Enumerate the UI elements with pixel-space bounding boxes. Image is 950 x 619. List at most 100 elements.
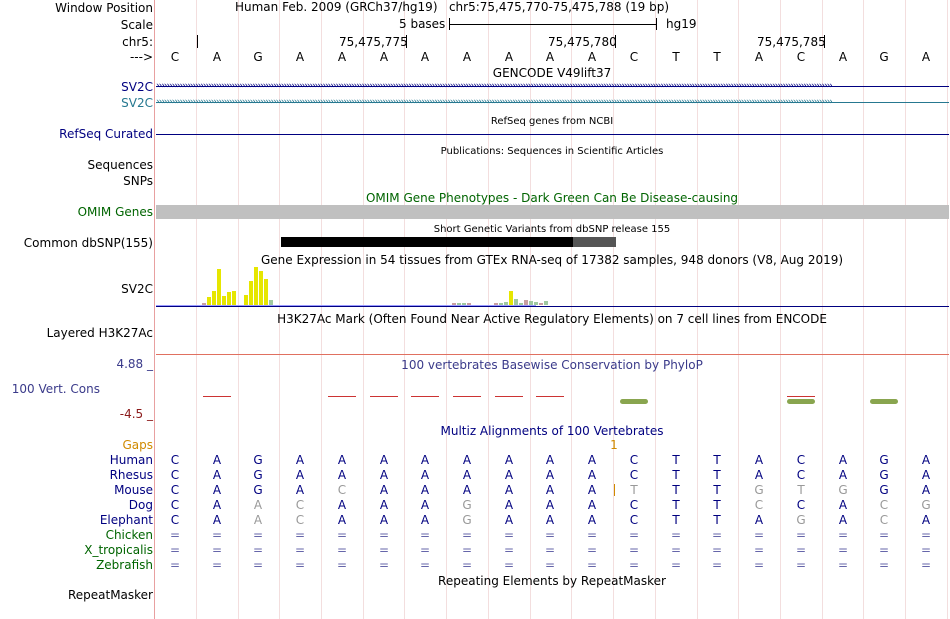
alignment-base: = xyxy=(711,528,723,542)
dbsnp-variant-bar[interactable] xyxy=(281,237,616,247)
h3k27ac-track-label[interactable]: Layered H3K27Ac xyxy=(46,326,153,340)
omim-track-label[interactable]: OMIM Genes xyxy=(77,205,153,219)
alignment-base: = xyxy=(461,558,473,572)
ruler-tick-label: 75,475,785 xyxy=(757,35,826,49)
gtex-tissue-bar[interactable] xyxy=(259,271,263,305)
alignment-base: C xyxy=(629,468,639,482)
reference-base: A xyxy=(587,50,597,64)
omim-gene-bar[interactable] xyxy=(156,205,949,219)
refseq-track-label[interactable]: RefSeq Curated xyxy=(59,127,153,141)
alignment-base: C xyxy=(629,513,639,527)
ruler-tick xyxy=(615,35,616,48)
gtex-tissue-bar[interactable] xyxy=(222,296,226,305)
alignment-base: A xyxy=(295,468,305,482)
alignment-base: = xyxy=(419,558,431,572)
alignment-base: = xyxy=(419,543,431,557)
gtex-tissue-bar[interactable] xyxy=(494,303,498,305)
gtex-tissue-bar[interactable] xyxy=(529,301,533,305)
alignment-base: A xyxy=(504,453,514,467)
gtex-tissue-bar[interactable] xyxy=(539,303,543,305)
species-label[interactable]: X_tropicalis xyxy=(84,543,153,557)
species-label[interactable]: Dog xyxy=(128,498,153,512)
alignment-base: = xyxy=(753,543,765,557)
alignment-base: G xyxy=(921,498,931,512)
gtex-tissue-bar[interactable] xyxy=(462,303,466,305)
scale-bar xyxy=(449,24,657,25)
phylop-score-mark xyxy=(787,396,815,397)
alignment-base: = xyxy=(753,558,765,572)
gtex-tissue-bar[interactable] xyxy=(452,303,456,305)
gtex-track-label[interactable]: SV2C xyxy=(121,282,153,296)
species-label[interactable]: Zebrafish xyxy=(96,558,153,572)
gtex-tissue-bar[interactable] xyxy=(524,300,528,305)
alignment-base: A xyxy=(921,483,931,497)
gtex-tissue-bar[interactable] xyxy=(499,303,503,305)
reference-base: A xyxy=(379,50,389,64)
refseq-gene-line[interactable] xyxy=(156,134,949,135)
gtex-tissue-bar[interactable] xyxy=(202,303,206,305)
reference-base: A xyxy=(295,50,305,64)
alignment-base: C xyxy=(796,498,806,512)
species-label[interactable]: Elephant xyxy=(99,513,153,527)
pubs-snps-label[interactable]: SNPs xyxy=(123,174,153,188)
gtex-tissue-bar[interactable] xyxy=(264,279,268,305)
gtex-tissue-bar[interactable] xyxy=(534,302,538,305)
gencode-item-label[interactable]: SV2C xyxy=(121,80,153,94)
column-gridline xyxy=(488,0,489,619)
gtex-tissue-bar[interactable] xyxy=(254,267,258,305)
gtex-tissue-bar[interactable] xyxy=(504,302,508,305)
alignment-base: A xyxy=(545,483,555,497)
phylop-score-mark xyxy=(495,396,523,397)
alignment-base: = xyxy=(586,543,598,557)
gencode-item-label[interactable]: SV2C xyxy=(121,96,153,110)
dbsnp-track-label[interactable]: Common dbSNP(155) xyxy=(23,236,153,250)
multiz-title: Multiz Alignments of 100 Vertebrates xyxy=(440,424,664,438)
repeatmasker-track-label[interactable]: RepeatMasker xyxy=(67,588,153,602)
gtex-tissue-bar[interactable] xyxy=(269,300,273,305)
scale-bar-end xyxy=(449,18,450,30)
alignment-base: C xyxy=(170,513,180,527)
alignment-base: T xyxy=(672,453,680,467)
alignment-base: A xyxy=(504,483,514,497)
gencode-gene-sv2c[interactable]: ››››››››››››››››››››››››››››››››››››››››… xyxy=(156,82,949,91)
gencode-title: GENCODE V49lift37 xyxy=(492,66,612,80)
gtex-tissue-bar[interactable] xyxy=(544,301,548,305)
gtex-tissue-bar[interactable] xyxy=(244,295,248,305)
pubs-sequences-label[interactable]: Sequences xyxy=(87,158,153,172)
gtex-tissue-bar[interactable] xyxy=(227,292,231,305)
alignment-base: G xyxy=(879,483,889,497)
dbsnp-variant-bar-alt[interactable] xyxy=(573,237,616,247)
gtex-tissue-bar[interactable] xyxy=(207,297,211,305)
gtex-tissue-bar[interactable] xyxy=(467,303,471,305)
gtex-tissue-bar[interactable] xyxy=(232,291,236,305)
alignment-base: A xyxy=(462,483,472,497)
gencode-gene-sv2c-alt[interactable]: ››››››››››››››››››››››››››››››››››››››››… xyxy=(156,98,949,107)
reference-base: A xyxy=(212,50,222,64)
alignment-base: A xyxy=(504,513,514,527)
species-label[interactable]: Rhesus xyxy=(109,468,153,482)
gtex-tissue-bar[interactable] xyxy=(249,281,253,305)
gtex-tissue-bar[interactable] xyxy=(217,269,221,305)
phylop-track-label[interactable]: 100 Vert. Cons xyxy=(11,382,100,396)
alignment-base: = xyxy=(711,543,723,557)
gtex-tissue-bar[interactable] xyxy=(212,291,216,305)
alignment-base: = xyxy=(837,528,849,542)
alignment-base: T xyxy=(797,483,805,497)
gtex-tissue-bar[interactable] xyxy=(457,303,461,305)
species-label[interactable]: Chicken xyxy=(105,528,153,542)
species-label[interactable]: Mouse xyxy=(114,483,153,497)
alignment-base: G xyxy=(879,453,889,467)
species-label[interactable]: Human xyxy=(109,453,153,467)
alignment-base: A xyxy=(838,468,848,482)
alignment-base: C xyxy=(796,468,806,482)
gtex-tissue-bar[interactable] xyxy=(514,299,518,305)
pubs-title: Publications: Sequences in Scientific Ar… xyxy=(440,146,664,157)
alignment-base: = xyxy=(378,528,390,542)
alignment-base: T xyxy=(672,498,680,512)
column-gridline xyxy=(446,0,447,619)
gtex-tissue-bar[interactable] xyxy=(519,303,523,305)
alignment-base: = xyxy=(294,558,306,572)
alignment-base: C xyxy=(879,498,889,512)
gtex-tissue-bar[interactable] xyxy=(509,291,513,305)
